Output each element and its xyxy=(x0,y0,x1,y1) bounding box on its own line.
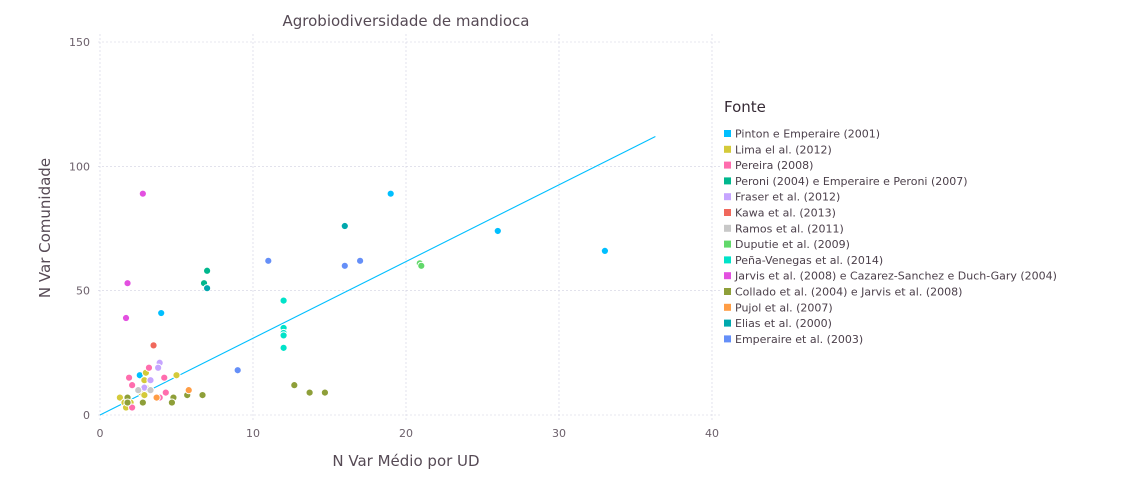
data-point xyxy=(279,331,288,340)
grid xyxy=(98,34,720,420)
legend-label: Jarvis et al. (2008) e Cazarez-Sanchez e… xyxy=(734,270,1057,283)
data-point xyxy=(184,386,193,395)
legend-swatch xyxy=(724,130,731,137)
legend-label: Peña-Venegas et al. (2014) xyxy=(735,254,883,267)
legend-swatch xyxy=(724,177,731,185)
data-point xyxy=(149,341,158,350)
legend-title: Fonte xyxy=(724,98,766,116)
data-point xyxy=(157,308,166,318)
data-point xyxy=(320,388,330,397)
legend-label: Lima el al. (2012) xyxy=(735,143,832,156)
x-tick-label: 0 xyxy=(97,427,104,440)
legend-label: Pinton e Emperaire (2001) xyxy=(735,128,880,141)
data-point xyxy=(138,189,147,198)
legend-label: Pujol et al. (2007) xyxy=(735,301,833,314)
data-point xyxy=(493,226,502,236)
axis-ticks: 0 10 20 30 40 0 50 100 150 xyxy=(69,36,719,440)
data-point xyxy=(264,256,273,265)
data-point xyxy=(152,393,161,402)
legend-swatch xyxy=(724,319,731,327)
data-point xyxy=(340,261,349,270)
data-points xyxy=(115,189,610,412)
legend-swatch xyxy=(724,303,731,311)
legend-swatch xyxy=(724,256,731,264)
x-tick-label: 30 xyxy=(552,427,566,440)
legend-swatch xyxy=(724,335,731,343)
data-point xyxy=(203,284,212,293)
data-point xyxy=(356,256,365,265)
data-point xyxy=(134,386,143,395)
data-point xyxy=(203,266,212,275)
data-point xyxy=(233,366,242,375)
data-point xyxy=(124,373,134,382)
x-axis-title: N Var Médio por UD xyxy=(332,452,479,470)
legend-label: Duputie et al. (2009) xyxy=(735,238,850,251)
legend-label: Peroni (2004) e Emperaire e Peroni (2007… xyxy=(735,175,968,188)
data-point xyxy=(279,296,288,305)
data-point xyxy=(154,363,163,372)
data-point xyxy=(290,381,299,390)
data-point xyxy=(138,398,147,407)
data-point xyxy=(172,371,181,380)
legend-swatch xyxy=(724,193,731,201)
x-tick-label: 20 xyxy=(399,427,413,440)
data-point xyxy=(128,381,137,390)
legend-swatch xyxy=(724,224,731,232)
x-tick-label: 40 xyxy=(705,427,719,440)
data-point xyxy=(167,398,177,407)
y-tick-label: 50 xyxy=(76,285,90,298)
legend-label: Elias et al. (2000) xyxy=(735,317,832,330)
legend-label: Collado et al. (2004) e Jarvis et al. (2… xyxy=(735,286,962,299)
legend-swatch xyxy=(724,161,731,169)
data-point xyxy=(600,246,610,255)
chart-title: Agrobiodiversidade de mandioca xyxy=(283,12,530,30)
data-point xyxy=(144,363,154,372)
legend-label: Pereira (2008) xyxy=(735,159,813,172)
y-tick-label: 100 xyxy=(69,160,90,173)
legend-label: Fraser et al. (2012) xyxy=(735,191,840,204)
data-point xyxy=(146,386,155,395)
y-axis-title: N Var Comunidade xyxy=(36,158,54,298)
data-point xyxy=(340,221,349,231)
data-point xyxy=(123,398,132,407)
legend-label: Kawa et al. (2013) xyxy=(735,207,836,220)
data-point xyxy=(140,391,149,400)
legend-swatch xyxy=(724,272,731,280)
data-point xyxy=(279,343,288,352)
data-point xyxy=(146,376,155,385)
data-point xyxy=(386,189,395,198)
x-tick-label: 10 xyxy=(246,427,260,440)
legend-swatch xyxy=(724,209,731,216)
y-tick-label: 0 xyxy=(83,409,90,422)
data-point xyxy=(121,313,131,323)
data-point xyxy=(128,403,137,412)
legend-swatch xyxy=(724,145,731,153)
y-tick-label: 150 xyxy=(69,36,90,49)
data-point xyxy=(305,388,314,397)
data-point xyxy=(417,261,426,270)
legend-swatch xyxy=(724,240,731,248)
legend-swatch xyxy=(724,288,731,295)
data-point xyxy=(161,388,170,397)
legend-label: Ramos et al. (2011) xyxy=(735,222,844,235)
data-point xyxy=(198,391,207,400)
legend-label: Emperaire et al. (2003) xyxy=(735,333,863,346)
data-point xyxy=(160,373,169,382)
trend-line xyxy=(99,136,656,416)
data-point xyxy=(123,279,132,288)
legend: Pinton e Emperaire (2001) Lima el al. (20… xyxy=(724,128,1057,346)
